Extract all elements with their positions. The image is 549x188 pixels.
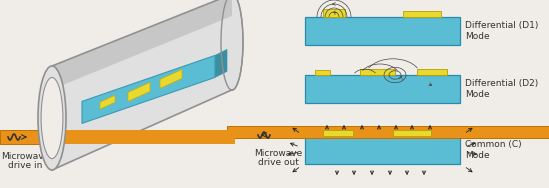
Bar [305, 75, 460, 103]
Bar [305, 136, 460, 164]
Ellipse shape [38, 66, 66, 170]
Polygon shape [128, 82, 150, 101]
Bar [227, 126, 549, 138]
Polygon shape [82, 55, 215, 123]
Polygon shape [100, 95, 115, 109]
Polygon shape [215, 49, 227, 77]
Ellipse shape [221, 0, 243, 90]
Bar [315, 70, 330, 75]
Text: Common (C)
Mode: Common (C) Mode [465, 140, 522, 160]
Bar [0, 130, 47, 144]
Text: drive out: drive out [257, 158, 299, 167]
Text: Differential (D1)
Mode: Differential (D1) Mode [465, 21, 539, 41]
Bar [47, 130, 235, 144]
Text: Differential (D2)
Mode: Differential (D2) Mode [465, 79, 538, 99]
Polygon shape [52, 0, 232, 170]
Bar [305, 17, 460, 45]
Text: Microwave: Microwave [1, 152, 49, 161]
Ellipse shape [41, 77, 63, 158]
Text: drive in: drive in [8, 161, 42, 170]
Polygon shape [160, 69, 182, 88]
Bar [323, 9, 345, 17]
Bar [323, 130, 353, 136]
Text: Microwave: Microwave [254, 149, 302, 158]
Bar [360, 69, 395, 75]
Polygon shape [52, 0, 232, 89]
Text: +: + [331, 10, 337, 16]
Bar [417, 69, 447, 75]
Bar [393, 130, 431, 136]
Bar [403, 11, 441, 17]
